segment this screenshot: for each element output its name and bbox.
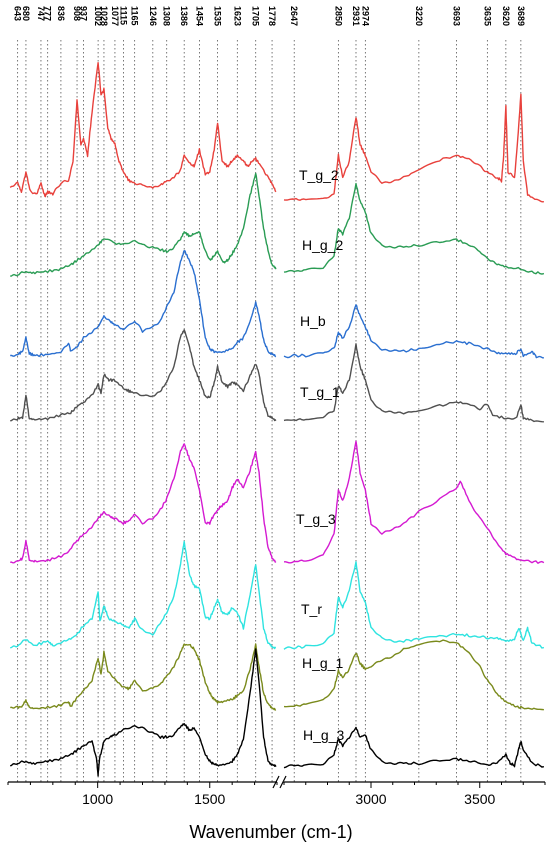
spectrum-H_g_2-left xyxy=(10,172,277,277)
spectrum-H_g_1-left xyxy=(10,643,277,711)
peak-label-3620: 3620 xyxy=(501,6,511,26)
spectrum-H_b-right xyxy=(283,304,544,359)
peak-label-1028: 1028 xyxy=(99,6,109,26)
x-axis: 1000 1500 3000 3500 xyxy=(7,775,546,807)
series-labels: T_g_2 H_g_2 H_b T_g_1 T_g_3 T_r H_g_1 H_g_3 xyxy=(296,167,344,743)
axis-break-mark-2 xyxy=(279,775,287,789)
peak-label-643: 643 xyxy=(13,6,23,21)
series-label-H_g_1: H_g_1 xyxy=(302,655,343,671)
peak-label-1308: 1308 xyxy=(162,6,172,26)
tick-label-1000: 1000 xyxy=(82,791,113,807)
reference-peak-lines xyxy=(17,40,522,782)
peak-label-2974: 2974 xyxy=(360,6,370,26)
spectrum-H_g_3-right xyxy=(283,726,545,769)
series-label-H_b: H_b xyxy=(300,313,326,329)
spectrum-T_r-left xyxy=(10,540,277,650)
tick-label-3000: 3000 xyxy=(355,791,386,807)
peak-label-3635: 3635 xyxy=(482,6,492,26)
peak-label-2931: 2931 xyxy=(351,6,361,26)
series-label-T_g_2: T_g_2 xyxy=(299,167,339,183)
peak-label-1002: 1002 xyxy=(93,6,103,26)
peak-label-777: 777 xyxy=(43,6,53,21)
peak-label-747: 747 xyxy=(36,6,46,21)
peak-label-908: 908 xyxy=(72,6,82,21)
peak-label-3689: 3689 xyxy=(516,6,526,26)
spectrum-T_g_3-left xyxy=(10,443,277,564)
spectrum-H_g_1-right xyxy=(283,639,544,711)
peak-label-2850: 2850 xyxy=(333,6,343,26)
peak-label-1535: 1535 xyxy=(213,6,223,26)
peak-label-1705: 1705 xyxy=(251,6,261,26)
axis-break-mark-1 xyxy=(272,775,280,789)
spectrum-T_g_1-right xyxy=(283,343,544,423)
peak-label-937: 937 xyxy=(79,6,89,21)
series-label-T_g_1: T_g_1 xyxy=(300,384,340,400)
peak-label-1386: 1386 xyxy=(179,6,189,26)
peak-label-1077: 1077 xyxy=(110,6,120,26)
tick-label-1500: 1500 xyxy=(194,791,225,807)
peak-label-2647: 2647 xyxy=(289,6,299,26)
tick-label-3500: 3500 xyxy=(464,791,495,807)
spectrum-T_r-right xyxy=(283,561,545,650)
peak-label-1165: 1165 xyxy=(130,6,140,26)
series-label-T_g_3: T_g_3 xyxy=(296,511,336,527)
spectrum-H_g_3-left xyxy=(9,648,277,777)
series-label-T_r: T_r xyxy=(301,601,322,617)
peak-label-3693: 3693 xyxy=(451,6,461,26)
x-axis-title: Wavenumber (cm-1) xyxy=(189,822,352,842)
peak-label-1778: 1778 xyxy=(267,6,277,26)
spectrum-H_g_2-right xyxy=(283,182,545,275)
spectrum-T_g_3-right xyxy=(284,440,545,564)
peak-label-3220: 3220 xyxy=(414,6,424,26)
spectrum-T_g_1-left xyxy=(10,329,277,422)
spectrum-T_g_2-left xyxy=(9,62,277,198)
spectrum-H_b-left xyxy=(10,250,277,358)
series-label-H_g_3: H_g_3 xyxy=(303,727,344,743)
peak-label-836: 836 xyxy=(56,6,66,21)
series-label-H_g_2: H_g_2 xyxy=(302,237,343,253)
peak-label-1115: 1115 xyxy=(118,6,128,25)
peak-label-680: 680 xyxy=(21,6,31,21)
spectrum-T_g_2-right xyxy=(283,93,544,203)
peak-label-1454: 1454 xyxy=(194,6,204,26)
peak-label-1246: 1246 xyxy=(148,6,158,26)
spectra-group xyxy=(9,62,545,777)
peak-label-1623: 1623 xyxy=(232,6,242,26)
